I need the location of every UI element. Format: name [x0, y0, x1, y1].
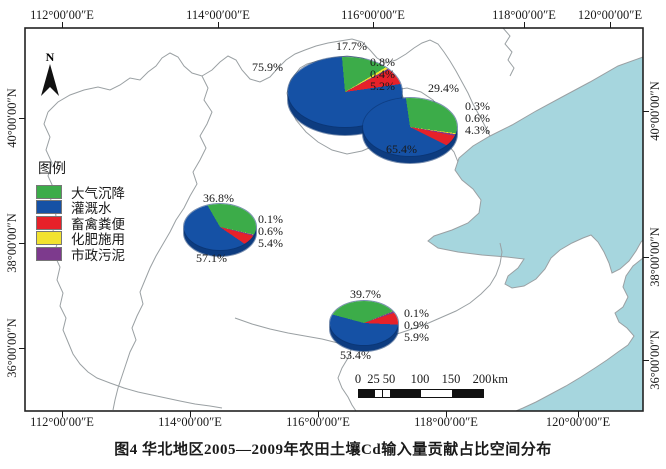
pie-west-label-3: 5.4% — [258, 236, 283, 250]
scalebar: 0 25 50 100 150 200 km — [354, 372, 536, 400]
axis-label-left-2: 36°00′00″N — [5, 318, 19, 378]
axis-label-top-1: 114°00′00″E — [186, 8, 250, 22]
legend-item-3: 化肥施用 — [36, 231, 125, 247]
axis-tick-top-2 — [373, 22, 374, 28]
pie-west-label-0: 36.8% — [203, 191, 234, 205]
axis-tick-top-0 — [62, 22, 63, 28]
map-frame — [24, 27, 644, 412]
legend-swatch-icon — [36, 246, 62, 261]
north-arrow-icon — [41, 64, 59, 96]
pie-northeast-label-4: 65.4% — [386, 142, 417, 156]
boundary-west — [43, 111, 223, 409]
axis-label-right-1: 38°00′00″N — [648, 227, 662, 287]
axis-label-right-2: 36°00′00″N — [648, 330, 662, 390]
scalebar-segment-2 — [421, 390, 452, 397]
legend-items: 大气沉降 灌溉水 畜禽粪便 化肥施用 市政污泥 — [36, 184, 125, 263]
axis-tick-right-1 — [643, 257, 649, 258]
axis-label-bottom-1: 114°00′00″E — [158, 415, 222, 429]
legend-item-label: 市政污泥 — [71, 247, 125, 263]
axis-label-left-1: 38°00′00″N — [5, 213, 19, 273]
scalebar-tick-label-5: 200 — [472, 372, 492, 386]
pie-northeast-label-1: 0.3% — [465, 99, 490, 113]
boundary-shanxi-hebei — [112, 75, 213, 411]
pie-northwest-label-2: 0.8% — [370, 55, 395, 69]
pie-northeast-label-2: 0.6% — [465, 111, 490, 125]
pie-northwest-label-4: 5.2% — [370, 79, 395, 93]
scalebar-unit-label: km — [492, 372, 508, 386]
sea-yellow-sea — [515, 256, 644, 412]
axis-tick-left-2 — [19, 348, 25, 349]
axis-label-top-2: 116°00′00″E — [341, 8, 405, 22]
axis-label-bottom-0: 112°00′00″E — [30, 415, 94, 429]
scalebar-bar — [358, 389, 484, 398]
axis-label-right-0: 40°00′00″N — [648, 81, 662, 141]
legend-item-0: 大气沉降 — [36, 184, 125, 201]
pie-south-label-3: 5.9% — [404, 330, 429, 344]
scalebar-tick-label-0: 0 — [354, 372, 362, 386]
legend-swatch-icon — [36, 231, 62, 246]
legend-item-4: 市政污泥 — [36, 246, 125, 263]
axis-tick-top-3 — [524, 22, 525, 28]
axis-label-left-0: 40°00′00″N — [5, 88, 19, 148]
pie-northeast — [363, 98, 457, 156]
axis-tick-left-1 — [19, 243, 25, 244]
legend-item-2: 畜禽粪便 — [36, 215, 125, 232]
north-arrow: N — [41, 50, 59, 96]
scalebar-tick-label-4: 150 — [441, 372, 461, 386]
pie-west-label-1: 0.1% — [258, 212, 283, 226]
boundary-north — [47, 38, 491, 137]
legend-item-label: 大气沉降 — [71, 185, 125, 201]
axis-tick-top-1 — [218, 22, 219, 28]
pie-south — [330, 301, 398, 345]
sea-bohai — [427, 56, 644, 289]
axis-tick-bottom-0 — [62, 411, 63, 417]
axis-tick-left-0 — [19, 118, 25, 119]
axis-label-bottom-3: 118°00′00″E — [414, 415, 478, 429]
legend-item-label: 灌溉水 — [71, 201, 112, 217]
axis-tick-bottom-2 — [318, 411, 319, 417]
axis-tick-bottom-1 — [190, 411, 191, 417]
pie-south-label-0: 39.7% — [350, 287, 381, 301]
scalebar-segment-1 — [382, 390, 390, 397]
pie-northeast-label-0: 29.4% — [428, 81, 459, 95]
pie-northwest-label-3: 0.4% — [370, 67, 395, 81]
scalebar-tick-label-3: 100 — [410, 372, 430, 386]
axis-label-bottom-4: 120°00′00″E — [545, 415, 611, 429]
legend-swatch-icon — [36, 215, 62, 230]
pie-northwest-label-0: 75.9% — [252, 60, 283, 74]
axis-tick-top-4 — [610, 22, 611, 28]
legend-swatch-icon — [36, 200, 62, 215]
axis-label-bottom-2: 116°00′00″E — [286, 415, 350, 429]
boundary-northeast-stub — [502, 27, 515, 77]
pie-northeast-label-3: 4.3% — [465, 123, 490, 137]
pie-west-label-4: 57.1% — [196, 251, 227, 265]
axis-tick-right-0 — [643, 111, 649, 112]
pie-south-label-1: 0.1% — [404, 306, 429, 320]
axis-label-top-4: 120°00′00″E — [577, 8, 643, 22]
legend-swatch-icon — [36, 184, 62, 199]
north-arrow-label: N — [46, 50, 55, 64]
axis-label-top-0: 112°00′00″E — [30, 8, 94, 22]
legend-item-1: 灌溉水 — [36, 200, 125, 216]
pie-west-label-2: 0.6% — [258, 224, 283, 238]
axis-tick-right-2 — [643, 360, 649, 361]
axis-tick-bottom-3 — [446, 411, 447, 417]
axis-tick-bottom-4 — [578, 411, 579, 417]
scalebar-tick-label-2: 50 — [382, 372, 396, 386]
legend-item-label: 畜禽粪便 — [71, 216, 125, 232]
pie-south-label-4: 53.4% — [340, 348, 371, 362]
scalebar-tick-label-1: 25 — [367, 372, 380, 386]
axis-label-top-3: 118°00′00″E — [492, 8, 556, 22]
pie-northwest-label-1: 17.7% — [336, 39, 367, 53]
scalebar-segment-0 — [374, 390, 382, 397]
legend: 图例 大气沉降 灌溉水 畜禽粪便 化肥施用 市政污泥 — [36, 158, 125, 263]
legend-title: 图例 — [38, 162, 66, 177]
pie-west — [184, 204, 256, 250]
figure-caption: 图4 华北地区2005—2009年农田土壤Cd输入量贡献占比空间分布 — [114, 442, 552, 458]
legend-item-label: 化肥施用 — [71, 232, 125, 248]
pie-south-label-2: 0.9% — [404, 318, 429, 332]
